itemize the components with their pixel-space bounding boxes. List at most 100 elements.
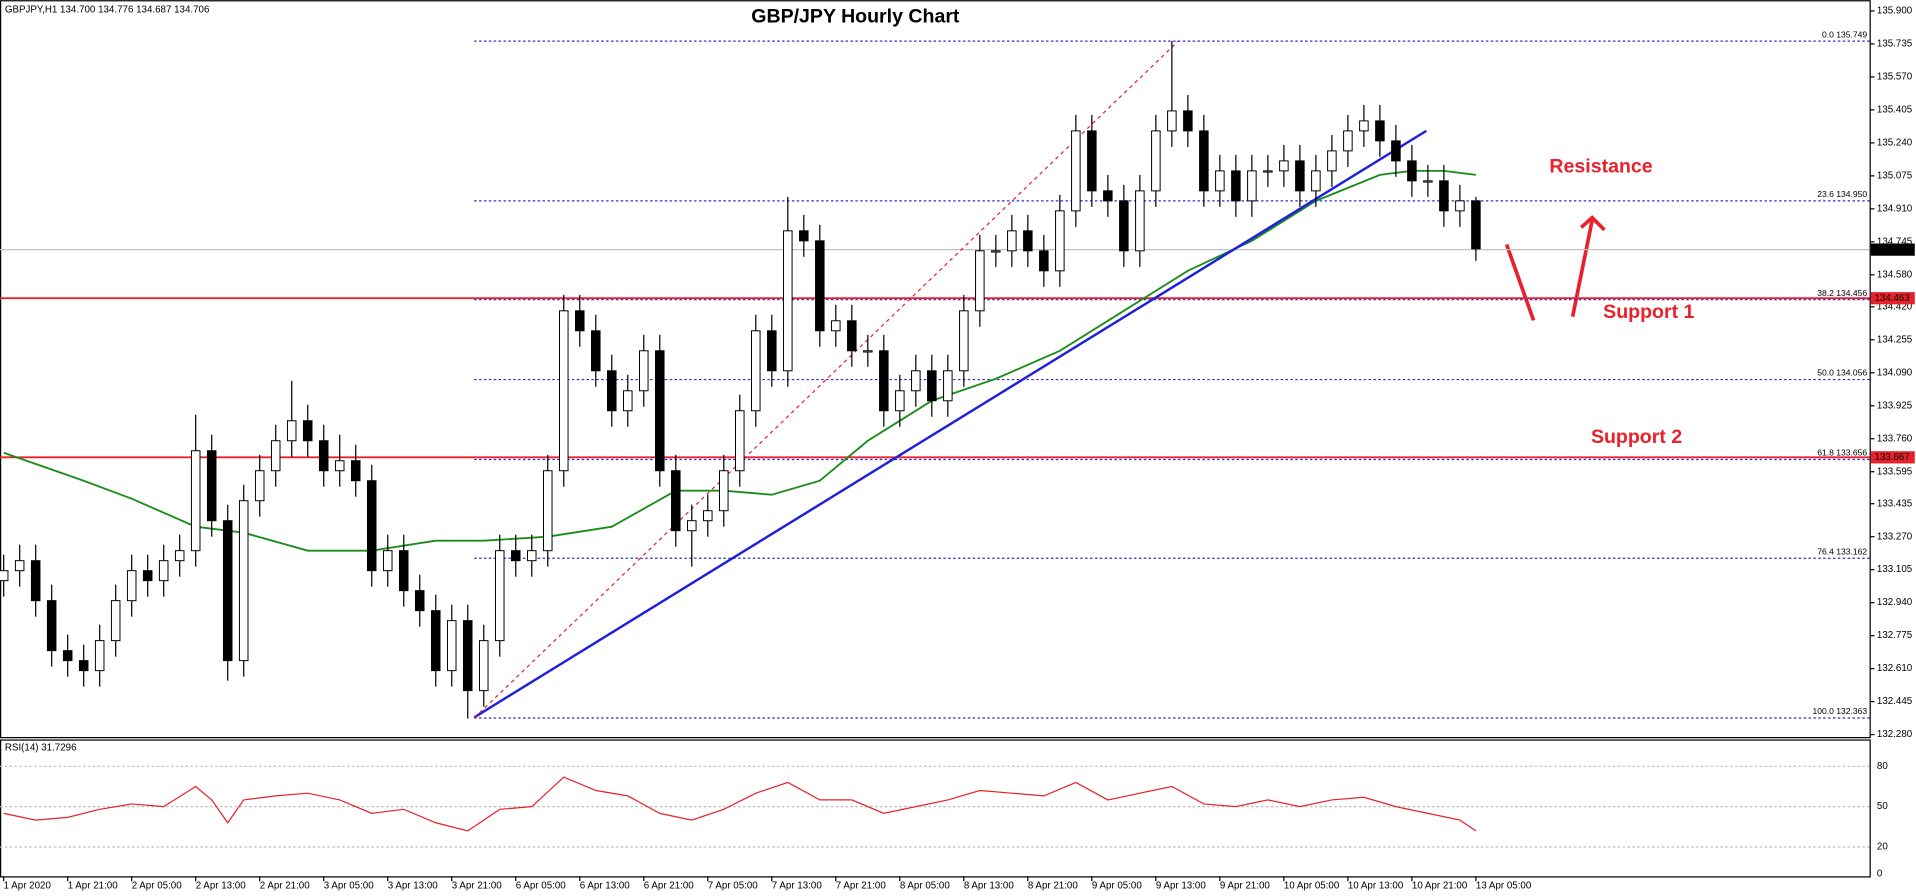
x-tick-label: 7 Apr 21:00 <box>836 881 887 892</box>
moving-average <box>3 169 1477 552</box>
rsi-label: RSI(14) 31.7296 <box>5 743 77 754</box>
y-tick-label: 132.940 <box>1877 597 1913 608</box>
candle-body <box>559 310 569 472</box>
y-tick-label: 133.760 <box>1877 433 1913 444</box>
x-tick-label: 9 Apr 05:00 <box>1092 881 1143 892</box>
x-tick-label: 8 Apr 05:00 <box>900 881 951 892</box>
candle-body <box>382 550 393 572</box>
x-tick-label: 9 Apr 13:00 <box>1156 881 1207 892</box>
candle-body <box>318 440 329 472</box>
candle-body <box>607 370 617 412</box>
x-tick-label: 8 Apr 21:00 <box>1028 881 1079 892</box>
y-tick-label: 132.445 <box>1877 696 1913 707</box>
x-tick-label: 3 Apr 05:00 <box>324 881 375 892</box>
candle-body <box>591 330 601 372</box>
candle-body <box>863 350 873 353</box>
candle-body <box>1135 190 1145 252</box>
price-label: 134.706 <box>1874 244 1909 255</box>
candle-body <box>911 370 921 392</box>
y-tick-label: 132.610 <box>1877 663 1913 674</box>
rsi-tick-label: 20 <box>1877 842 1888 853</box>
x-tick-label: 10 Apr 05:00 <box>1284 881 1340 892</box>
y-tick-label: 134.255 <box>1877 334 1913 345</box>
candle-body <box>142 570 153 582</box>
fib-label: 61.8 133.656 <box>1817 448 1867 458</box>
rsi-tick-label: 80 <box>1877 761 1888 772</box>
y-tick-label: 132.280 <box>1877 729 1913 740</box>
x-tick-label: 2 Apr 13:00 <box>196 881 247 892</box>
candle-body <box>1455 200 1465 212</box>
candle-body <box>1375 120 1385 142</box>
arrow-up <box>1570 219 1594 318</box>
candle-body <box>1103 190 1113 202</box>
y-tick-label: 132.775 <box>1877 630 1913 641</box>
candle-body <box>1471 200 1481 250</box>
candle-body <box>1055 210 1065 272</box>
fib-label: 100.0 132.363 <box>1812 706 1867 716</box>
candle-body <box>575 310 585 332</box>
fib-label: 0.0 135.749 <box>1822 29 1867 39</box>
candle-body <box>1199 130 1209 192</box>
y-tick-label: 133.925 <box>1877 400 1913 411</box>
candle-body <box>783 230 793 372</box>
candle-body <box>991 250 1001 253</box>
candle-body <box>62 650 73 662</box>
candle-body <box>1183 110 1193 132</box>
arrow-down <box>1504 243 1536 321</box>
candle-body <box>510 550 521 562</box>
x-tick-label: 3 Apr 13:00 <box>388 881 439 892</box>
price-panel <box>0 0 1871 739</box>
trendline <box>473 129 1427 719</box>
candle-body <box>334 460 345 472</box>
candle-body <box>639 350 649 392</box>
candle-body <box>655 350 665 472</box>
candle-body <box>815 240 825 332</box>
candle-body <box>110 600 121 642</box>
x-tick-label: 6 Apr 21:00 <box>644 881 695 892</box>
fib-label: 38.2 134.456 <box>1817 288 1867 298</box>
candle-body <box>0 570 9 582</box>
x-tick-label: 6 Apr 05:00 <box>516 881 567 892</box>
candle-body <box>158 560 169 582</box>
candle-body <box>1263 170 1273 173</box>
candle-body <box>1327 150 1337 172</box>
candle-body <box>847 320 857 352</box>
plot-layer: 135.900 135.735 135.570 135.405 135.240 135.0… <box>0 6 1915 892</box>
candle-body <box>831 320 841 332</box>
annotation: Support 2 <box>1591 426 1682 448</box>
candle-body <box>174 550 185 562</box>
chart-title: GBP/JPY Hourly Chart <box>751 5 960 27</box>
x-tick-label: 1 Apr 21:00 <box>68 881 119 892</box>
candle-body <box>1023 230 1033 252</box>
candle-body <box>206 450 217 522</box>
rsi-panel <box>0 739 1871 878</box>
candle-body <box>751 330 761 412</box>
candle-body <box>671 470 681 532</box>
candle-body <box>895 390 905 412</box>
y-tick-label: 134.745 <box>1877 236 1913 247</box>
y-tick-label: 135.240 <box>1877 137 1913 148</box>
y-tick-label: 133.270 <box>1877 531 1913 542</box>
candle-body <box>222 520 233 662</box>
candle-body <box>1343 130 1353 152</box>
candle-body <box>799 230 809 242</box>
x-tick-label: 10 Apr 21:00 <box>1412 881 1468 892</box>
x-tick-label: 9 Apr 21:00 <box>1220 881 1271 892</box>
y-tick-label: 135.075 <box>1877 170 1913 181</box>
candle-body <box>927 370 937 402</box>
arrow-head <box>1579 215 1606 232</box>
candle-body <box>943 370 953 402</box>
candle-body <box>430 610 441 672</box>
candle-body <box>254 470 265 502</box>
candle-body <box>190 450 201 552</box>
candle-body <box>542 470 553 552</box>
level-label: 134.463 <box>1874 293 1909 304</box>
candle-body <box>30 560 41 602</box>
trendline <box>473 40 1179 719</box>
candle-body <box>703 510 713 522</box>
candle-body <box>46 600 57 652</box>
candle-body <box>14 560 25 572</box>
candle-body <box>1039 250 1049 272</box>
candle-body <box>767 330 777 372</box>
